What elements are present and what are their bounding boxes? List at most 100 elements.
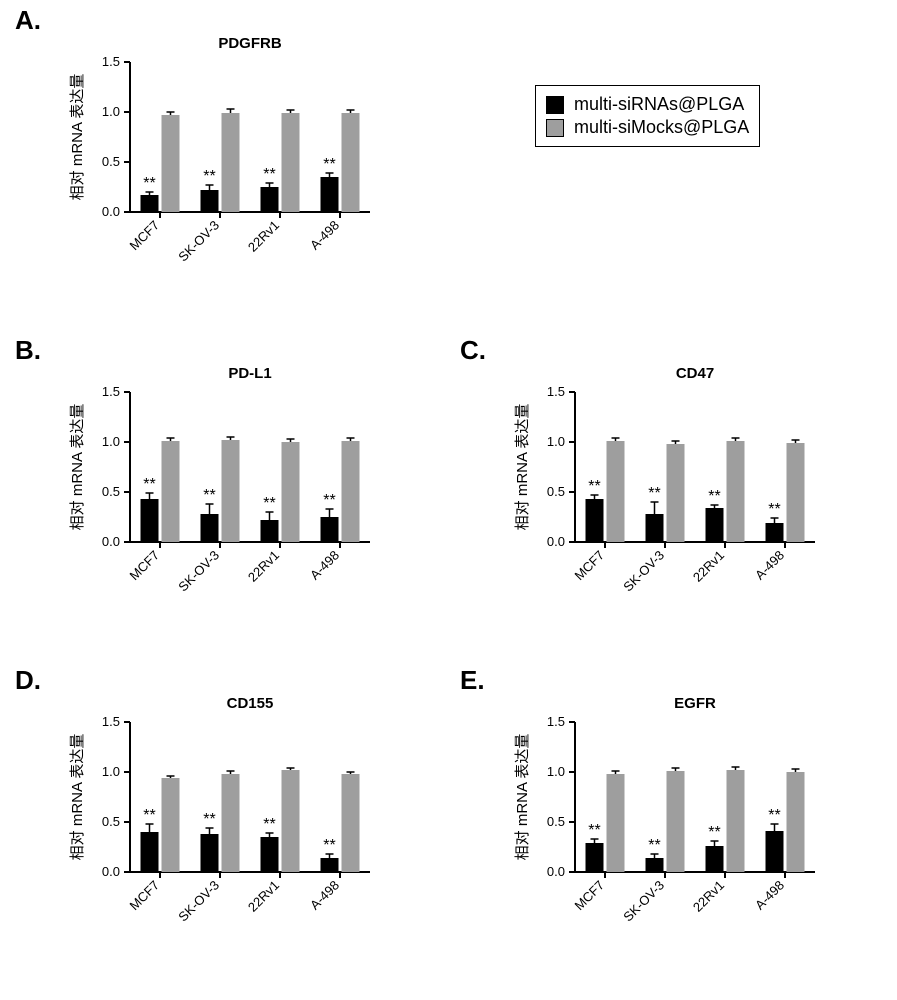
legend-label-simocks: multi-siMocks@PLGA: [574, 117, 749, 138]
x-tick-label: MCF7: [571, 548, 607, 584]
legend-swatch-simocks: [546, 119, 564, 137]
bar-sirnas: [201, 514, 219, 542]
chart-A: PDGFRB 0.0 0.5 1.0 1.5 相对 mRNA 表达量 ** MCF7 ** SK-…: [60, 30, 400, 290]
bar-simocks: [727, 441, 745, 542]
y-tick-label: 1.0: [102, 104, 120, 119]
chart-C: CD470.00.51.01.5相对 mRNA 表达量**MCF7**SK-OV…: [505, 360, 845, 620]
y-tick-label: 0.0: [102, 864, 120, 879]
bar-simocks: [342, 113, 360, 212]
bar-simocks: [222, 113, 240, 212]
bar-simocks: [222, 774, 240, 872]
y-tick-label: 0.5: [547, 484, 565, 499]
legend-item-sirnas: multi-siRNAs@PLGA: [546, 94, 749, 115]
sig-marker: **: [323, 492, 335, 509]
x-tick-label: MCF7: [571, 878, 607, 914]
sig-marker: **: [143, 807, 155, 824]
y-tick-label: 1.5: [102, 384, 120, 399]
bar-simocks: [162, 778, 180, 872]
panel-label-C: C.: [460, 335, 486, 366]
sig-marker: **: [323, 837, 335, 854]
y-tick-label: 1.0: [547, 434, 565, 449]
sig-marker: **: [648, 837, 660, 854]
bar-simocks: [342, 774, 360, 872]
sig-marker: **: [588, 822, 600, 839]
x-tick-label: MCF7: [126, 548, 162, 584]
panel-label-A: A.: [15, 5, 41, 36]
legend-item-simocks: multi-siMocks@PLGA: [546, 117, 749, 138]
sig-marker: **: [263, 495, 275, 512]
bar-simocks: [607, 441, 625, 542]
bar-sirnas: [141, 832, 159, 872]
bar-simocks: [667, 444, 685, 542]
bar-simocks: [787, 443, 805, 542]
bar-simocks: [222, 440, 240, 542]
bar-simocks: [787, 772, 805, 872]
bar-simocks: [162, 441, 180, 542]
bar-sirnas: [586, 499, 604, 542]
chart-D: CD1550.00.51.01.5相对 mRNA 表达量**MCF7**SK-O…: [60, 690, 400, 950]
sig-marker: **: [708, 488, 720, 505]
y-axis-label: 相对 mRNA 表达量: [514, 404, 531, 531]
bar-sirnas: [586, 843, 604, 872]
bar-simocks: [282, 113, 300, 212]
bar-sirnas: [766, 523, 784, 542]
bar-sirnas: [706, 508, 724, 542]
y-tick-label: 0.0: [102, 534, 120, 549]
x-tick-label: 22Rv1: [245, 878, 282, 915]
y-axis-label: 相对 mRNA 表达量: [514, 734, 531, 861]
y-tick-label: 0.0: [547, 864, 565, 879]
legend-swatch-sirnas: [546, 96, 564, 114]
x-tick-label: 22Rv1: [690, 548, 727, 585]
y-tick-label: 0.5: [102, 484, 120, 499]
sig-marker: **: [708, 824, 720, 841]
y-tick-label: 1.5: [547, 714, 565, 729]
y-tick-label: 0.0: [547, 534, 565, 549]
legend-label-sirnas: multi-siRNAs@PLGA: [574, 94, 744, 115]
sig-marker: **: [768, 807, 780, 824]
bar-simocks: [162, 115, 180, 212]
bar-simocks: [282, 770, 300, 872]
x-tick-label: A-498: [307, 218, 342, 253]
bar-sirnas: [321, 517, 339, 542]
x-tick-label: 22Rv1: [245, 548, 282, 585]
panel-label-D: D.: [15, 665, 41, 696]
sig-marker: **: [143, 175, 155, 192]
bar-simocks: [282, 442, 300, 542]
x-tick-label: MCF7: [126, 218, 162, 254]
y-tick-label: 1.5: [102, 54, 120, 69]
sig-marker: **: [588, 478, 600, 495]
bar-sirnas: [321, 177, 339, 212]
sig-marker: **: [203, 168, 215, 185]
chart-title: PDGFRB: [218, 35, 282, 52]
y-tick-label: 0.5: [102, 814, 120, 829]
sig-marker: **: [203, 487, 215, 504]
x-tick-label: SK-OV-3: [175, 218, 222, 265]
y-axis-label: 相对 mRNA 表达量: [69, 74, 86, 201]
bar-sirnas: [201, 834, 219, 872]
panel-label-E: E.: [460, 665, 485, 696]
bar-sirnas: [261, 187, 279, 212]
bar-simocks: [342, 441, 360, 542]
y-tick-label: 1.5: [547, 384, 565, 399]
y-tick-label: 1.0: [547, 764, 565, 779]
x-tick-label: A-498: [307, 878, 342, 913]
x-tick-label: SK-OV-3: [175, 548, 222, 595]
y-tick-label: 1.0: [102, 764, 120, 779]
bar-sirnas: [706, 846, 724, 872]
sig-marker: **: [143, 476, 155, 493]
x-tick-label: A-498: [752, 878, 787, 913]
y-tick-label: 0.5: [102, 154, 120, 169]
y-tick-label: 0.0: [102, 204, 120, 219]
x-tick-label: SK-OV-3: [175, 878, 222, 925]
chart-title: PD-L1: [228, 365, 271, 382]
bar-sirnas: [646, 858, 664, 872]
panel-label-B: B.: [15, 335, 41, 366]
y-tick-label: 1.5: [102, 714, 120, 729]
sig-marker: **: [648, 485, 660, 502]
bar-simocks: [667, 771, 685, 872]
chart-E: EGFR0.00.51.01.5相对 mRNA 表达量**MCF7**SK-OV…: [505, 690, 845, 950]
bar-sirnas: [766, 831, 784, 872]
bar-sirnas: [261, 520, 279, 542]
chart-title: CD47: [676, 365, 714, 382]
x-tick-label: A-498: [752, 548, 787, 583]
